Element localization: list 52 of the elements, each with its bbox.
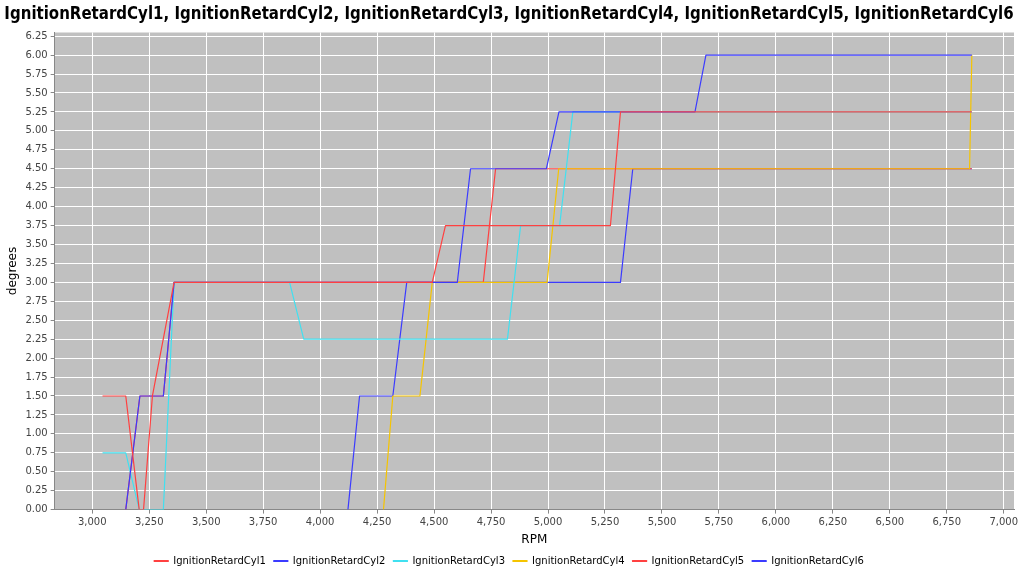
x-tick-label: 5,500 xyxy=(647,516,677,528)
y-tick-label: 4.75 xyxy=(25,143,48,155)
y-tick-label: 4.00 xyxy=(25,200,48,212)
y-tick-label: 6.25 xyxy=(25,29,48,41)
y-tick-label: 1.75 xyxy=(25,370,48,382)
legend-label: IgnitionRetardCyl1 xyxy=(173,554,266,566)
x-tick-label: 5,250 xyxy=(590,516,620,528)
x-axis-title: RPM xyxy=(521,531,548,546)
legend-label: IgnitionRetardCyl4 xyxy=(532,554,625,566)
legend-label: IgnitionRetardCyl2 xyxy=(292,554,386,566)
x-tick-label: 7,000 xyxy=(989,516,1019,528)
x-tick-label: 6,000 xyxy=(761,516,791,528)
x-tick-label: 3,750 xyxy=(248,516,278,528)
x-tick-label: 4,750 xyxy=(476,516,506,528)
y-tick-label: 0.25 xyxy=(25,484,48,496)
y-tick-label: 4.25 xyxy=(25,181,48,193)
y-tick-label: 1.00 xyxy=(25,427,48,439)
y-tick-label: 2.75 xyxy=(25,294,48,306)
y-tick-label: 3.00 xyxy=(25,275,48,287)
x-tick-label: 4,000 xyxy=(305,516,335,528)
y-tick-label: 2.50 xyxy=(25,313,48,325)
y-tick-label: 1.50 xyxy=(25,389,48,401)
y-tick-label: 0.75 xyxy=(25,446,48,458)
x-tick-label: 6,500 xyxy=(875,516,905,528)
y-tick-label: 5.50 xyxy=(25,86,48,98)
y-tick-label: 6.00 xyxy=(25,48,48,60)
y-tick-label: 3.25 xyxy=(25,257,48,269)
x-tick-label: 4,500 xyxy=(419,516,449,528)
x-tick-label: 5,000 xyxy=(533,516,563,528)
y-tick-label: 2.00 xyxy=(25,351,48,363)
x-tick-label: 6,750 xyxy=(932,516,962,528)
legend-label: IgnitionRetardCyl6 xyxy=(771,554,864,566)
x-tick-label: 3,250 xyxy=(134,516,164,528)
y-tick-label: 4.50 xyxy=(25,162,48,174)
y-tick-label: 2.25 xyxy=(25,332,48,344)
legend-label: IgnitionRetardCyl3 xyxy=(412,554,505,566)
x-tick-label: 5,750 xyxy=(704,516,734,528)
x-tick-label: 6,250 xyxy=(818,516,848,528)
y-tick-label: 1.25 xyxy=(25,408,48,420)
legend-label: IgnitionRetardCyl5 xyxy=(651,554,745,566)
x-tick-label: 3,500 xyxy=(191,516,221,528)
y-tick-label: 5.75 xyxy=(25,67,48,79)
y-tick-label: 5.00 xyxy=(25,124,48,136)
y-tick-label: 0.50 xyxy=(25,465,48,477)
y-tick-label: 5.25 xyxy=(25,105,48,117)
y-tick-label: 0.00 xyxy=(25,503,48,515)
y-tick-label: 3.75 xyxy=(25,219,48,231)
y-axis-title: degrees xyxy=(5,246,20,296)
x-tick-label: 4,250 xyxy=(362,516,392,528)
x-tick-label: 3,000 xyxy=(77,516,107,528)
chart-title: IgnitionRetardCyl1, IgnitionRetardCyl2, IgnitionRetardCyl3, IgnitionRetardCyl4, IgnitionRetardCyl5, IgnitionRetardCyl6 xyxy=(4,2,1014,23)
y-tick-label: 3.50 xyxy=(25,238,48,250)
